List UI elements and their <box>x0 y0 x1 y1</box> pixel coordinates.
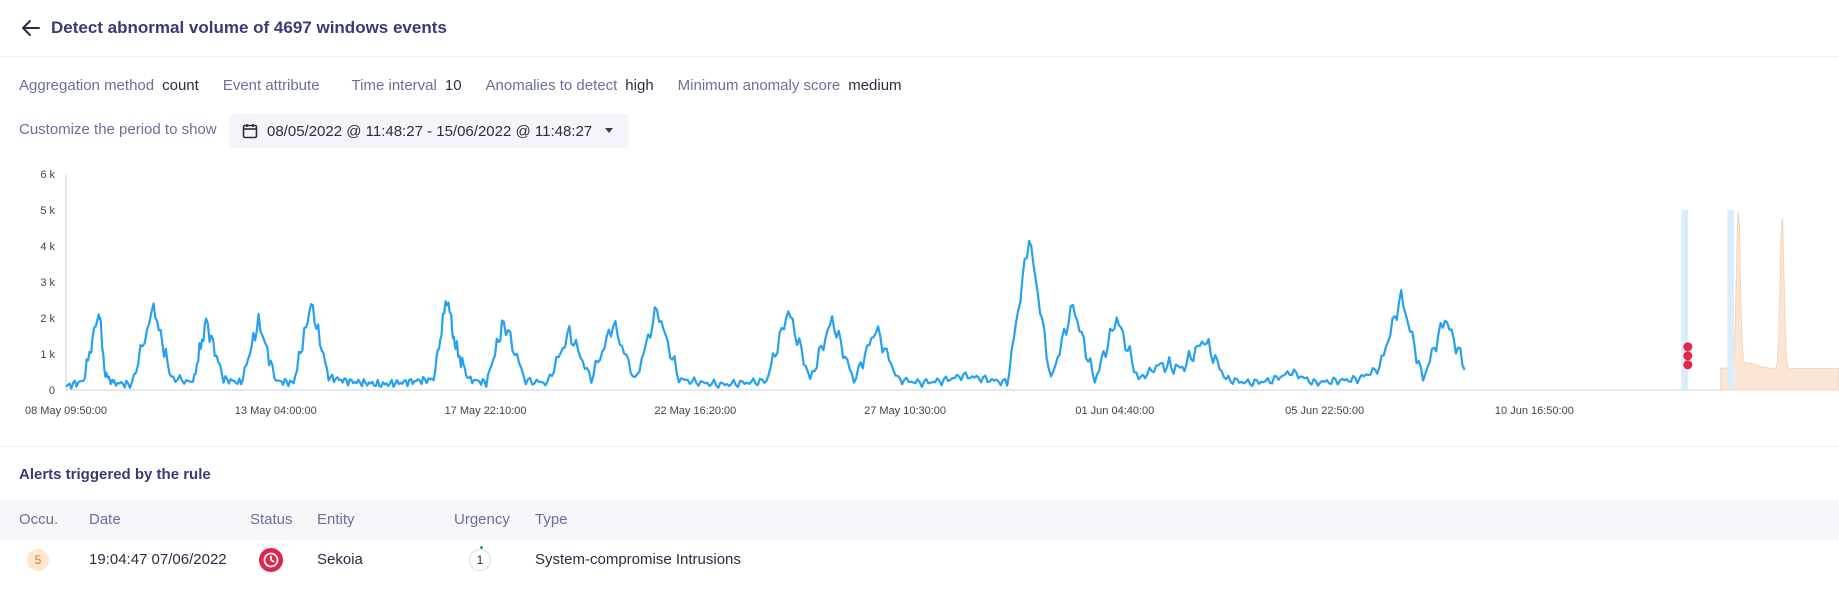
param-label: Time interval <box>351 76 437 94</box>
anomaly-band <box>1727 210 1734 390</box>
col-status[interactable]: Status <box>250 511 293 528</box>
x-tick-label: 22 May 16:20:00 <box>654 405 736 417</box>
back-arrow-icon[interactable] <box>20 17 42 39</box>
y-tick-label: 2 k <box>40 313 55 325</box>
period-picker[interactable]: 08/05/2022 @ 11:48:27 - 15/06/2022 @ 11:… <box>229 114 629 148</box>
y-tick-label: 1 k <box>40 349 55 361</box>
col-entity[interactable]: Entity <box>317 511 355 528</box>
alert-type: System-compromise Intrusions <box>535 551 741 568</box>
param-label: Minimum anomaly score <box>677 76 841 94</box>
rule-parameters: Aggregation method count Event attribute… <box>19 75 902 95</box>
y-tick-label: 3 k <box>40 277 55 289</box>
x-tick-label: 08 May 09:50:00 <box>25 405 107 417</box>
y-tick-label: 4 k <box>40 241 55 253</box>
series-line-events <box>65 239 1466 390</box>
urgency-badge: 1 <box>469 549 491 571</box>
calendar-icon <box>242 124 258 139</box>
x-tick-label: 17 May 22:10:00 <box>445 405 527 417</box>
period-label: Customize the period to show <box>19 121 217 138</box>
col-type[interactable]: Type <box>535 511 568 528</box>
col-occurrences[interactable]: Occu. <box>19 511 59 528</box>
urgency-indicator <box>480 546 483 549</box>
page-header: Detect abnormal volume of 4697 windows e… <box>0 0 1839 57</box>
param-aggregation: Aggregation method count <box>19 77 199 94</box>
x-tick-label: 01 Jun 04:40:00 <box>1075 405 1154 417</box>
y-tick-label: 5 k <box>40 205 55 217</box>
param-label: Event attribute <box>222 76 320 94</box>
alert-date: 19:04:47 07/06/2022 <box>89 551 227 568</box>
divider <box>0 446 1839 447</box>
alerts-title: Alerts triggered by the rule <box>19 466 211 483</box>
alert-entity: Sekoia <box>317 551 363 568</box>
clock-status-icon <box>259 548 283 572</box>
anomaly-point <box>1683 342 1693 352</box>
param-anomalies: Anomalies to detect high <box>486 77 654 94</box>
x-tick-label: 27 May 10:30:00 <box>864 405 946 417</box>
alerts-table-header: Occu. Date Status Entity Urgency Type <box>0 500 1839 540</box>
col-urgency[interactable]: Urgency <box>454 511 510 528</box>
occurrences-badge: 5 <box>27 549 49 571</box>
param-event-attribute: Event attribute <box>223 77 328 94</box>
page-title: Detect abnormal volume of 4697 windows e… <box>51 18 447 37</box>
x-tick-label: 05 Jun 22:50:00 <box>1285 405 1364 417</box>
anomaly-point <box>1683 360 1693 370</box>
param-label: Anomalies to detect <box>485 76 618 94</box>
period-value: 08/05/2022 @ 11:48:27 - 15/06/2022 @ 11:… <box>267 123 593 140</box>
table-row[interactable]: 5 19:04:47 07/06/2022 Sekoia 1 System-co… <box>0 540 1839 580</box>
col-date[interactable]: Date <box>89 511 121 528</box>
x-tick-label: 13 May 04:00:00 <box>235 405 317 417</box>
param-value: medium <box>848 76 902 94</box>
anomaly-point <box>1683 351 1693 361</box>
param-time-interval: Time interval 10 <box>352 77 462 94</box>
y-tick-label: 6 k <box>40 169 55 181</box>
param-value: 10 <box>444 76 462 94</box>
param-value: count <box>162 76 199 94</box>
param-min-score: Minimum anomaly score medium <box>678 77 902 94</box>
x-tick-label: 10 Jun 16:50:00 <box>1495 405 1574 417</box>
param-label: Aggregation method <box>19 76 155 94</box>
chevron-down-icon <box>605 128 613 133</box>
param-value: high <box>625 76 654 94</box>
forecast-area <box>1720 210 1839 391</box>
anomaly-band <box>1681 210 1688 390</box>
y-tick-label: 0 <box>49 385 55 397</box>
events-chart: 0 1 k 2 k 3 k 4 k 5 k 6 k 08 May 09:50:00 13 May… <box>25 169 1839 417</box>
